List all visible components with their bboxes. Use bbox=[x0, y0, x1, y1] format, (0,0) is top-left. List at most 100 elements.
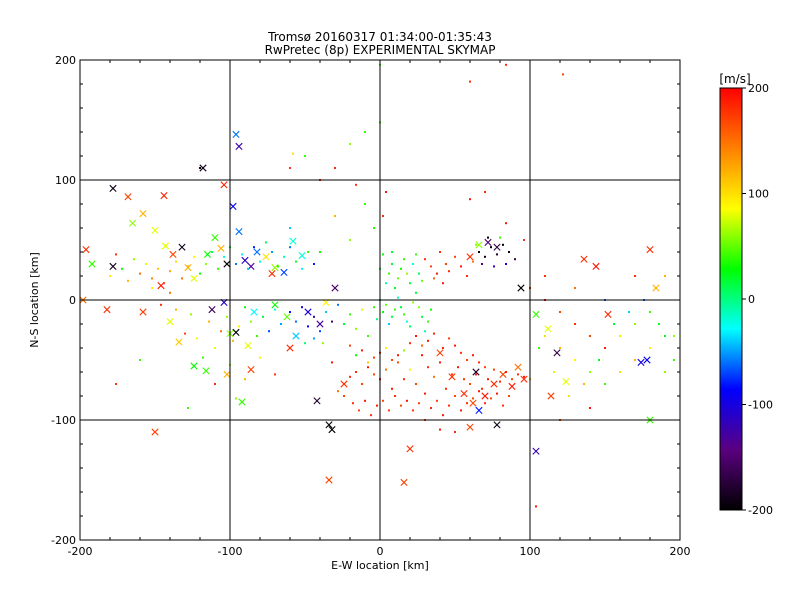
cross-marker bbox=[232, 130, 240, 138]
y-tick-label: 100 bbox=[55, 174, 76, 187]
cross-marker bbox=[547, 392, 555, 400]
point-marker bbox=[604, 383, 606, 385]
cross-marker bbox=[211, 234, 219, 242]
point-marker bbox=[433, 277, 435, 280]
point-marker bbox=[133, 258, 135, 261]
point-marker bbox=[484, 255, 486, 258]
point-marker bbox=[217, 267, 219, 270]
point-marker bbox=[175, 260, 177, 263]
point-marker bbox=[187, 265, 189, 268]
point-marker bbox=[436, 399, 438, 402]
point-marker bbox=[289, 246, 291, 249]
point-marker bbox=[505, 371, 507, 373]
point-marker bbox=[484, 366, 486, 369]
colorbar-tick-label: 100 bbox=[748, 188, 769, 201]
point-marker bbox=[397, 277, 399, 280]
point-marker bbox=[274, 373, 276, 376]
x-tick-label: -200 bbox=[68, 545, 93, 558]
cross-marker bbox=[128, 219, 137, 227]
point-marker bbox=[385, 191, 387, 193]
point-marker bbox=[673, 359, 675, 361]
point-marker bbox=[361, 308, 363, 311]
cross-marker bbox=[139, 210, 147, 218]
point-marker bbox=[268, 330, 270, 333]
point-marker bbox=[445, 263, 447, 265]
point-marker bbox=[382, 215, 384, 217]
point-marker bbox=[574, 359, 576, 361]
colorbar-tick-label: -200 bbox=[748, 504, 773, 517]
point-marker bbox=[235, 397, 237, 400]
point-marker bbox=[472, 354, 474, 357]
point-marker bbox=[502, 404, 504, 407]
cross-marker bbox=[151, 428, 159, 436]
point-marker bbox=[304, 342, 306, 345]
cross-marker bbox=[604, 310, 612, 318]
point-marker bbox=[202, 356, 204, 359]
cross-marker bbox=[178, 243, 186, 251]
point-marker bbox=[349, 239, 351, 241]
point-marker bbox=[562, 73, 564, 76]
point-marker bbox=[382, 311, 384, 313]
cross-marker bbox=[82, 246, 90, 254]
point-marker bbox=[505, 63, 507, 66]
point-marker bbox=[244, 306, 246, 309]
point-marker bbox=[427, 366, 429, 369]
point-marker bbox=[460, 409, 462, 412]
point-marker bbox=[568, 395, 570, 397]
point-marker bbox=[424, 392, 426, 395]
point-marker bbox=[250, 320, 252, 323]
point-marker bbox=[463, 378, 465, 381]
cross-marker bbox=[223, 370, 231, 378]
cross-marker bbox=[223, 260, 231, 268]
cross-marker bbox=[517, 284, 525, 292]
point-marker bbox=[238, 325, 240, 328]
cross-marker bbox=[436, 349, 444, 357]
colorbar-ticks: 200 100 0 -100 -200 bbox=[742, 82, 773, 517]
point-marker bbox=[430, 407, 432, 409]
point-marker bbox=[583, 383, 585, 385]
point-marker bbox=[412, 409, 414, 412]
y-tick-label: 200 bbox=[55, 54, 76, 67]
point-marker bbox=[490, 246, 492, 249]
point-marker bbox=[424, 258, 426, 261]
point-marker bbox=[349, 375, 351, 378]
point-marker bbox=[415, 253, 417, 256]
cross-marker bbox=[490, 380, 498, 388]
cross-marker bbox=[247, 366, 255, 374]
point-marker bbox=[469, 383, 471, 385]
point-marker bbox=[469, 198, 471, 201]
point-marker bbox=[484, 191, 486, 193]
point-marker bbox=[388, 272, 390, 275]
point-marker bbox=[460, 351, 462, 354]
point-marker bbox=[214, 347, 216, 349]
point-marker bbox=[199, 167, 201, 169]
point-marker bbox=[208, 320, 210, 323]
point-marker bbox=[355, 371, 357, 373]
point-marker bbox=[424, 330, 426, 333]
cross-marker bbox=[166, 318, 174, 326]
cross-marker bbox=[208, 306, 216, 314]
point-marker bbox=[403, 349, 405, 352]
cross-marker bbox=[472, 368, 480, 376]
point-marker bbox=[400, 404, 402, 407]
point-marker bbox=[619, 335, 621, 337]
point-marker bbox=[514, 258, 516, 261]
cross-marker bbox=[235, 228, 243, 236]
point-marker bbox=[223, 255, 225, 258]
point-marker bbox=[295, 320, 297, 323]
point-marker bbox=[175, 308, 177, 311]
point-marker bbox=[109, 275, 111, 277]
point-marker bbox=[226, 315, 228, 318]
point-marker bbox=[481, 263, 483, 265]
point-marker bbox=[490, 397, 492, 400]
point-marker bbox=[523, 239, 525, 241]
point-marker bbox=[376, 318, 378, 321]
point-marker bbox=[442, 282, 444, 285]
point-marker bbox=[232, 339, 234, 342]
point-marker bbox=[409, 368, 411, 371]
cross-marker bbox=[652, 284, 660, 292]
point-marker bbox=[508, 395, 510, 397]
point-marker bbox=[199, 272, 201, 275]
point-marker bbox=[649, 347, 651, 349]
point-marker bbox=[334, 215, 336, 217]
